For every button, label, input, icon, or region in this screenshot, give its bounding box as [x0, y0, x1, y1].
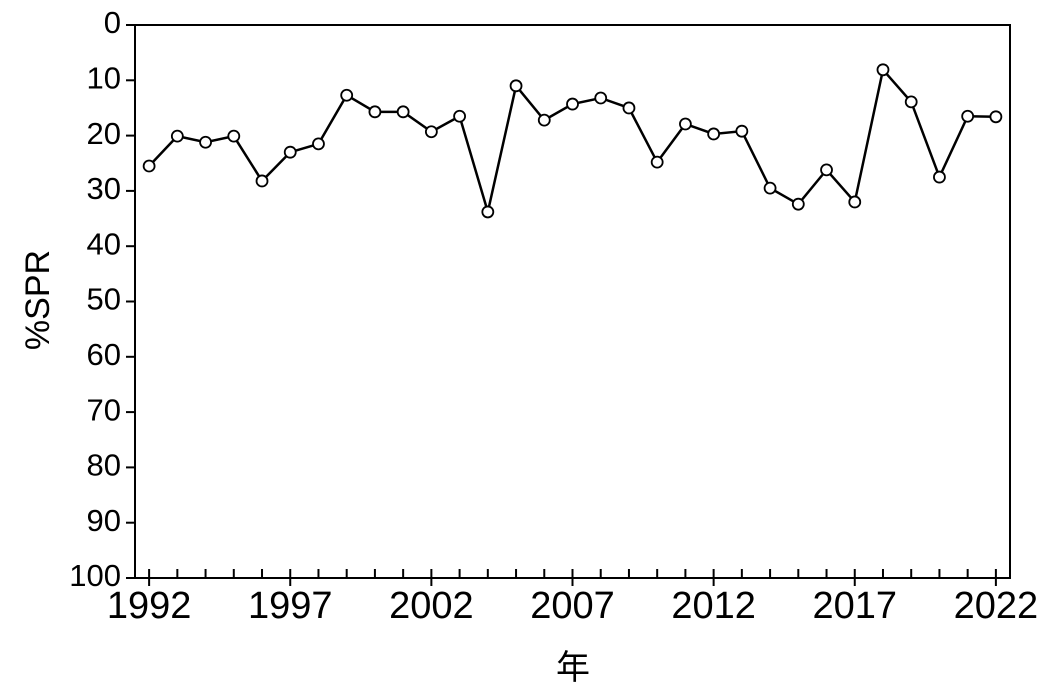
- point: [904, 95, 918, 109]
- y-tick-label: 80: [87, 448, 121, 483]
- point: [227, 129, 241, 143]
- y-tick-label: 60: [87, 337, 121, 372]
- x-tick-label: 2007: [530, 585, 615, 627]
- x-tick-label: 2022: [954, 585, 1039, 627]
- x-tick-label: 1992: [107, 585, 192, 627]
- point: [735, 124, 749, 138]
- point: [537, 113, 551, 127]
- y-tick-label: 90: [87, 503, 121, 538]
- point: [368, 105, 382, 119]
- y-axis-label: %SPR: [19, 250, 57, 350]
- series-line: [148, 67, 996, 217]
- point: [622, 101, 636, 115]
- point: [142, 159, 156, 173]
- point: [481, 205, 495, 219]
- point: [255, 174, 269, 188]
- point: [340, 88, 354, 102]
- y-tick-label: 30: [87, 171, 121, 206]
- point: [989, 110, 1003, 124]
- x-tick-label: 2017: [812, 585, 897, 627]
- point: [199, 135, 212, 149]
- y-tick-label: 10: [87, 60, 121, 95]
- x-tick-label: 1997: [248, 585, 333, 627]
- point: [791, 197, 805, 211]
- point: [170, 129, 184, 143]
- y-tick-label: 0: [104, 5, 121, 40]
- point: [566, 97, 579, 111]
- point: [707, 127, 721, 141]
- point: [594, 91, 608, 105]
- point: [424, 125, 438, 139]
- point: [396, 105, 410, 119]
- x-axis-label: 年: [556, 649, 590, 687]
- point: [848, 195, 862, 209]
- point: [961, 109, 975, 123]
- point: [876, 63, 890, 77]
- point: [453, 109, 466, 123]
- point: [509, 79, 523, 93]
- point: [763, 181, 777, 195]
- point: [283, 145, 297, 159]
- x-tick-label: 2012: [671, 585, 756, 627]
- y-tick-label: 40: [87, 226, 121, 261]
- point: [820, 163, 833, 177]
- point: [679, 117, 692, 131]
- y-tick-label: 100: [69, 558, 121, 593]
- point: [933, 170, 946, 184]
- y-tick-label: 20: [87, 116, 121, 151]
- y-tick-label: 50: [87, 282, 121, 317]
- point: [650, 155, 664, 169]
- point: [312, 137, 325, 151]
- x-tick-label: 2002: [389, 585, 474, 627]
- y-tick-label: 70: [87, 392, 121, 427]
